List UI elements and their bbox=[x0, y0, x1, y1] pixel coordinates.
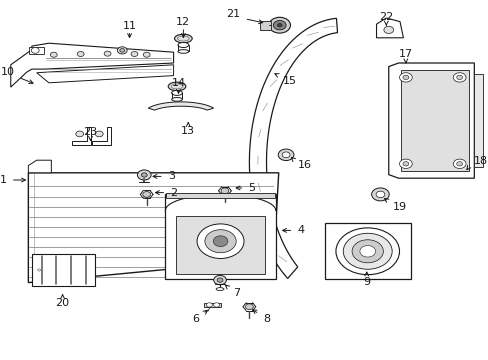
Polygon shape bbox=[204, 303, 221, 307]
Circle shape bbox=[206, 303, 212, 307]
Circle shape bbox=[213, 275, 226, 285]
Text: 7: 7 bbox=[232, 288, 240, 298]
Text: 1: 1 bbox=[0, 175, 7, 185]
Polygon shape bbox=[376, 18, 403, 38]
Circle shape bbox=[31, 48, 39, 53]
Text: 5: 5 bbox=[248, 183, 255, 193]
Polygon shape bbox=[37, 65, 173, 83]
Polygon shape bbox=[92, 127, 110, 145]
Circle shape bbox=[117, 47, 127, 54]
Text: 21: 21 bbox=[226, 9, 240, 19]
Circle shape bbox=[399, 73, 411, 82]
Circle shape bbox=[402, 75, 408, 80]
Circle shape bbox=[282, 152, 289, 158]
Polygon shape bbox=[400, 70, 468, 171]
Text: 12: 12 bbox=[176, 17, 190, 27]
Text: 9: 9 bbox=[363, 277, 369, 287]
Circle shape bbox=[351, 240, 383, 263]
Text: 11: 11 bbox=[122, 21, 136, 31]
Ellipse shape bbox=[178, 50, 188, 53]
Text: 15: 15 bbox=[282, 76, 296, 86]
Polygon shape bbox=[166, 193, 274, 198]
Polygon shape bbox=[473, 74, 482, 167]
Circle shape bbox=[221, 188, 228, 194]
Circle shape bbox=[343, 233, 391, 269]
Circle shape bbox=[456, 162, 462, 166]
Circle shape bbox=[452, 73, 465, 82]
Ellipse shape bbox=[216, 288, 224, 291]
Text: 4: 4 bbox=[297, 225, 304, 235]
Text: 14: 14 bbox=[171, 78, 185, 88]
Polygon shape bbox=[176, 216, 264, 274]
Circle shape bbox=[268, 17, 290, 33]
Text: 2: 2 bbox=[170, 188, 177, 198]
Polygon shape bbox=[29, 47, 44, 54]
Text: 13: 13 bbox=[181, 126, 195, 136]
Circle shape bbox=[143, 52, 150, 57]
Polygon shape bbox=[28, 173, 278, 283]
Text: 20: 20 bbox=[56, 298, 69, 308]
Ellipse shape bbox=[168, 82, 185, 91]
Polygon shape bbox=[388, 63, 473, 178]
Circle shape bbox=[204, 230, 236, 253]
Text: 16: 16 bbox=[298, 160, 312, 170]
Polygon shape bbox=[72, 127, 91, 145]
Circle shape bbox=[197, 224, 244, 258]
Text: 19: 19 bbox=[392, 202, 406, 212]
Circle shape bbox=[335, 228, 399, 275]
Circle shape bbox=[273, 21, 285, 30]
Circle shape bbox=[399, 159, 411, 168]
Circle shape bbox=[371, 188, 388, 201]
Circle shape bbox=[142, 192, 150, 197]
Ellipse shape bbox=[171, 90, 182, 95]
Polygon shape bbox=[11, 43, 173, 87]
Text: 8: 8 bbox=[263, 314, 270, 324]
Ellipse shape bbox=[174, 34, 192, 43]
Circle shape bbox=[456, 75, 462, 80]
Circle shape bbox=[95, 131, 103, 137]
Circle shape bbox=[402, 162, 408, 166]
Circle shape bbox=[50, 52, 57, 57]
Circle shape bbox=[452, 159, 465, 168]
Circle shape bbox=[359, 246, 375, 257]
Polygon shape bbox=[325, 223, 410, 279]
Polygon shape bbox=[249, 18, 337, 279]
Text: 23: 23 bbox=[83, 127, 97, 137]
Circle shape bbox=[217, 278, 223, 282]
Text: 10: 10 bbox=[0, 67, 15, 77]
Circle shape bbox=[278, 149, 293, 161]
Text: 18: 18 bbox=[472, 156, 487, 166]
Circle shape bbox=[137, 170, 151, 180]
Circle shape bbox=[131, 51, 138, 57]
Polygon shape bbox=[28, 160, 51, 173]
Circle shape bbox=[38, 269, 41, 271]
Polygon shape bbox=[148, 102, 213, 110]
Text: 6: 6 bbox=[192, 314, 199, 324]
Circle shape bbox=[141, 173, 147, 177]
Circle shape bbox=[76, 131, 83, 137]
Circle shape bbox=[245, 304, 253, 310]
Circle shape bbox=[104, 51, 111, 56]
Ellipse shape bbox=[171, 98, 182, 101]
Text: 3: 3 bbox=[167, 171, 174, 181]
Circle shape bbox=[213, 236, 227, 247]
Circle shape bbox=[277, 23, 282, 27]
Circle shape bbox=[375, 191, 384, 198]
Circle shape bbox=[120, 49, 124, 52]
Circle shape bbox=[77, 51, 84, 57]
Circle shape bbox=[213, 303, 219, 307]
Ellipse shape bbox=[178, 42, 188, 48]
Text: 22: 22 bbox=[378, 12, 393, 22]
Polygon shape bbox=[165, 194, 276, 279]
Text: 17: 17 bbox=[398, 49, 412, 59]
Circle shape bbox=[383, 26, 393, 33]
Polygon shape bbox=[32, 254, 95, 286]
Polygon shape bbox=[260, 21, 271, 30]
